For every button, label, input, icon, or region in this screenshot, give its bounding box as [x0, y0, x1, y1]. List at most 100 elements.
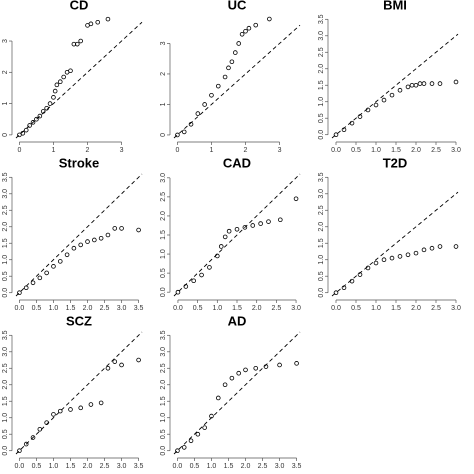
qq-point — [242, 225, 248, 230]
qq-point — [23, 441, 29, 447]
qq-point — [98, 400, 104, 406]
qq-point — [293, 196, 299, 202]
qq-point — [57, 408, 63, 414]
qq-point — [267, 16, 272, 22]
y-tick-label: 2.0 — [2, 380, 9, 390]
reference-line — [15, 331, 143, 455]
x-tick-label: 2.0 — [411, 305, 421, 312]
panel: AD 0.0 0.5 1.0 1.5 2.0 2.5 3.0 3.5 0.0 0.5 1.0 1.5 2.… — [160, 313, 302, 469]
qq-point — [195, 431, 201, 437]
y-tick-label: 0.0 — [318, 130, 325, 140]
qq-point — [119, 362, 124, 368]
qq-point — [52, 88, 58, 94]
qq-point — [30, 280, 36, 286]
x-tick-label: 0.5 — [193, 305, 203, 312]
qq-point — [27, 123, 32, 128]
qq-point — [37, 426, 43, 432]
qq-point — [199, 272, 204, 278]
x-tick-label: 2.0 — [83, 305, 93, 312]
qq-point — [226, 65, 231, 71]
qq-point — [437, 244, 443, 249]
y-tick-label: 3.5 — [2, 330, 9, 340]
x-tick-label: 3.0 — [117, 463, 127, 470]
qq-point — [112, 359, 118, 364]
y-tick-label: 2 — [160, 72, 167, 76]
qq-point — [278, 217, 283, 223]
qq-point — [215, 253, 220, 259]
qq-point — [54, 82, 60, 88]
x-tick-label: 1.5 — [66, 463, 76, 470]
y-tick-label: 1.5 — [160, 230, 167, 240]
y-tick-label: 1.0 — [2, 255, 9, 265]
qq-point — [37, 275, 43, 281]
qq-point — [215, 83, 221, 89]
qq-point — [263, 364, 269, 369]
qq-point — [61, 74, 66, 80]
qq-point — [277, 362, 282, 368]
qq-point — [222, 234, 228, 240]
y-tick-label: 2.5 — [318, 205, 325, 215]
panel-title: Stroke — [59, 155, 99, 170]
qq-point — [341, 285, 347, 291]
panel: BMI 0.0 0.5 1.0 1.5 2.0 2.5 3.0 0.0 0.5 1.0 1.5 2.0 2… — [318, 0, 461, 154]
y-tick-label: 1.5 — [2, 238, 9, 248]
qq-point — [381, 257, 387, 263]
panel-title: CAD — [223, 155, 251, 170]
y-tick-label: 1.5 — [160, 396, 167, 406]
qq-point — [333, 132, 339, 138]
y-tick-label: 1.0 — [2, 413, 9, 423]
qq-point — [34, 116, 39, 122]
x-tick-label: 1.5 — [224, 463, 234, 470]
qq-point — [417, 81, 423, 86]
y-tick-label: 1.5 — [2, 396, 9, 406]
reference-line — [173, 331, 301, 455]
qq-point — [333, 290, 339, 296]
qq-point — [294, 361, 299, 366]
qq-point — [119, 226, 124, 231]
y-tick-label: 0.0 — [160, 287, 167, 297]
x-tick-label: 1.0 — [371, 147, 381, 154]
y-tick-label: 0.5 — [2, 271, 9, 281]
qq-point — [243, 28, 248, 34]
qq-point — [85, 239, 90, 244]
y-tick-label: 2.0 — [318, 64, 325, 74]
y-tick-label: 3.0 — [2, 189, 9, 199]
panel: SCZ 0.0 0.5 1.0 1.5 2.0 2.5 3.0 3.5 0.0 0.5 1.0 1.5 2… — [2, 313, 144, 469]
y-tick-label: 0.5 — [160, 429, 167, 439]
qq-point — [421, 247, 427, 253]
qq-point — [405, 84, 411, 90]
qq-point — [266, 219, 271, 224]
x-tick-label: 1.0 — [49, 463, 59, 470]
qq-point — [78, 242, 84, 248]
x-tick-label: 2.5 — [258, 463, 268, 470]
qq-point — [236, 370, 242, 376]
x-tick-label: 0.5 — [32, 305, 42, 312]
reference-line — [15, 21, 143, 139]
qq-point — [78, 405, 84, 411]
y-tick-label: 3.0 — [318, 189, 325, 199]
reference-line — [173, 173, 301, 297]
x-tick-label: 0 — [175, 147, 179, 154]
qq-point — [341, 127, 347, 133]
x-tick-label: 3 — [120, 147, 124, 154]
x-tick-label: 0.0 — [331, 147, 341, 154]
y-tick-label: 1 — [2, 102, 9, 106]
x-tick-label: 0.0 — [15, 463, 25, 470]
qq-point — [243, 367, 248, 373]
x-tick-label: 1.0 — [49, 305, 59, 312]
qq-point — [37, 113, 43, 119]
reference-line — [173, 24, 301, 139]
panel-title: T2D — [383, 155, 408, 170]
qq-point — [68, 407, 73, 412]
qq-point — [226, 228, 232, 234]
x-tick-label: 2.5 — [431, 147, 441, 154]
qq-point — [209, 93, 214, 98]
y-tick-label: 2.5 — [160, 192, 167, 202]
x-tick-label: 2 — [86, 147, 90, 154]
x-tick-label: 1.0 — [212, 305, 222, 312]
x-tick-label: 0.5 — [32, 463, 42, 470]
qq-point — [405, 252, 411, 258]
x-tick-label: 3.0 — [451, 305, 461, 312]
y-tick-label: 1.0 — [318, 97, 325, 107]
